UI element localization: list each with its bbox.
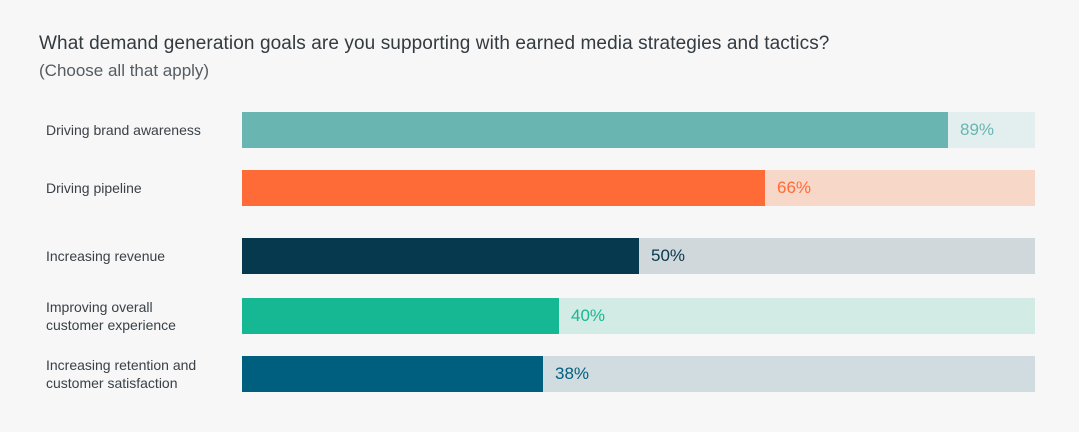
bar (242, 112, 948, 148)
bar (242, 298, 559, 334)
bar (242, 356, 543, 392)
category-label: Increasing revenue (46, 248, 166, 264)
value-label: 38% (555, 364, 590, 383)
value-label: 66% (777, 178, 812, 197)
bar-track (242, 356, 1035, 392)
value-label: 50% (651, 246, 686, 265)
bar (242, 238, 639, 274)
chart-title: What demand generation goals are you sup… (39, 33, 830, 54)
bar-track (242, 112, 1035, 148)
category-label: Improving overall customer experience (46, 299, 176, 333)
chart-subtitle: (Choose all that apply) (39, 61, 210, 80)
category-label: Driving brand awareness (46, 122, 201, 138)
category-label: Increasing retention and customer satisfa… (46, 357, 197, 391)
value-label: 40% (571, 306, 606, 325)
bar (242, 170, 765, 206)
bar-track (242, 298, 1035, 334)
category-label: Driving pipeline (46, 180, 142, 196)
bar-track (242, 170, 1035, 206)
value-label: 89% (960, 120, 995, 139)
bar-track (242, 238, 1035, 274)
